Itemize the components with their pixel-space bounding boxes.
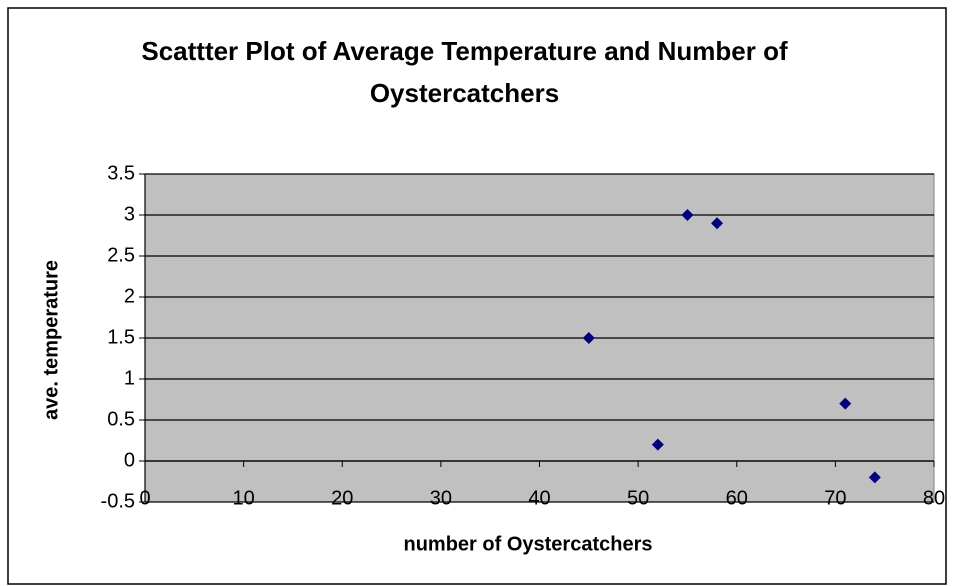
y-tick-label: 2: [124, 285, 135, 307]
y-tick-label: 2.5: [107, 244, 135, 266]
x-tick-label: 0: [139, 487, 150, 509]
y-tick-label: 3.5: [107, 162, 135, 184]
y-tick-label: 3: [124, 203, 135, 225]
x-tick-label: 20: [331, 487, 353, 509]
data-point: [651, 438, 664, 451]
x-tick-label: 40: [528, 487, 550, 509]
x-tick-label: 80: [923, 487, 945, 509]
x-tick-label: 30: [430, 487, 452, 509]
data-point: [582, 332, 595, 344]
y-tick-label: -0.5: [101, 490, 135, 512]
x-tick-label: 70: [824, 487, 846, 509]
x-tick-label: 50: [627, 487, 649, 509]
y-tick-label: 0: [124, 449, 135, 471]
x-tick-label: 10: [233, 487, 255, 509]
y-tick-label: 1.5: [107, 326, 135, 348]
chart-border: [7, 7, 947, 585]
data-point: [681, 209, 694, 221]
x-tick-label: 60: [726, 487, 748, 509]
chart-title: Scattter Plot of Average Temperature and…: [141, 36, 788, 108]
y-axis-title: ave. temperature: [40, 260, 62, 420]
y-tick-label: 1: [124, 367, 135, 389]
x-axis-title: number of Oystercatchers: [404, 533, 653, 555]
data-point: [839, 397, 852, 410]
y-tick-label: 0.5: [107, 408, 135, 430]
data-point: [868, 471, 881, 484]
data-point: [711, 217, 724, 230]
